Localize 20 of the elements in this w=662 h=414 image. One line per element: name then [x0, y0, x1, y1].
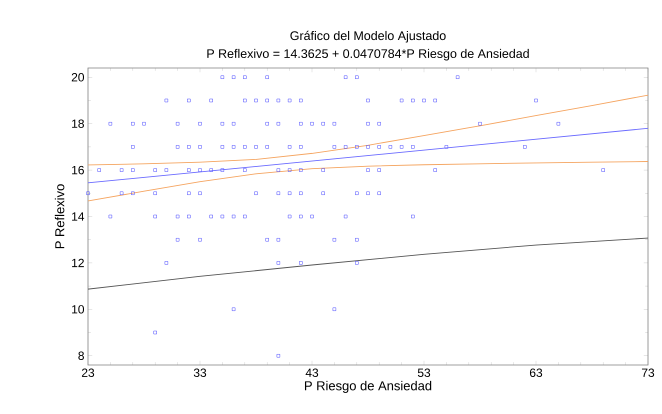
line-series — [88, 161, 648, 202]
y-tick-label: 12 — [72, 258, 84, 268]
y-tick-label: 10 — [72, 305, 84, 314]
y-tick-label: 18 — [72, 119, 84, 128]
x-tick-label: 43 — [306, 368, 318, 377]
y-tick-label: 14 — [72, 212, 84, 221]
x-tick-label: 53 — [418, 368, 430, 377]
x-tick-label: 63 — [530, 368, 542, 377]
x-tick-label: 73 — [642, 368, 654, 377]
x-tick-label: 23 — [82, 368, 94, 377]
y-axis-title: P Reflexivo — [54, 184, 64, 248]
y-tick-label: 16 — [72, 166, 84, 174]
y-tick-label: 20 — [72, 73, 84, 82]
x-axis-title: P Riesgo de Ansiedad — [304, 380, 432, 393]
line-series — [88, 238, 648, 290]
line-series — [88, 94, 648, 166]
y-tick-label: 8 — [78, 351, 84, 360]
chart-subtitle: P Reflexivo = 14.3625 + 0.0470784*P Riesgo de Ansiedad — [207, 48, 529, 60]
chart-title: Gráfico del Modelo Ajustado — [290, 30, 446, 43]
x-tick-label: 33 — [194, 368, 206, 377]
